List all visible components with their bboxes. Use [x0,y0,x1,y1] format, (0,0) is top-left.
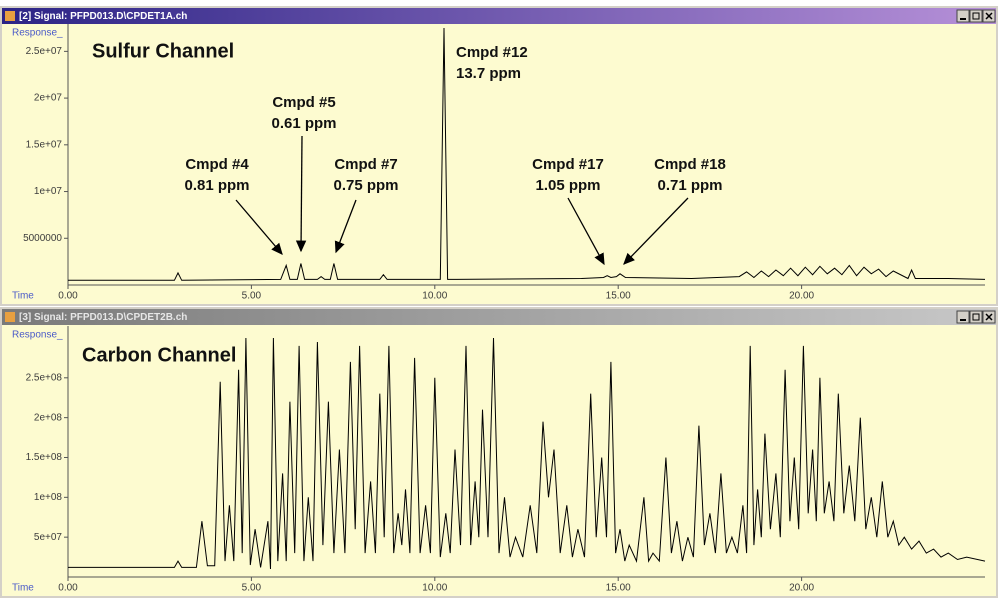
y-tick-label: 1e+07 [34,186,63,197]
x-tick-label: 0.00 [58,291,78,302]
x-tick-label: 20.00 [789,291,814,302]
window-controls [956,9,996,23]
annotation-arrows [235,135,689,266]
y-tick-label: 1.5e+07 [26,139,63,150]
y-tick-label: 1.5e+08 [26,452,63,463]
y-axis-label: Response_ [12,28,63,39]
x-tick-label: 10.00 [422,291,447,302]
x-axis-label: Time [12,583,34,594]
x-tick-label: 5.00 [242,583,262,594]
y-tick-label: 2e+07 [34,93,63,104]
x-tick-label: 20.00 [789,583,814,594]
y-tick-label: 2e+08 [34,412,63,423]
annotation-compound: Cmpd #18 [654,156,726,173]
plot-panel [2,24,996,304]
window-controls [956,310,996,324]
x-axis-label: Time [12,291,34,302]
x-tick-label: 15.00 [606,291,631,302]
title-bar[interactable] [2,309,996,325]
x-tick-label: 15.00 [606,583,631,594]
channel-label: Sulfur Channel [92,40,234,62]
annotation-concentration: 13.7 ppm [456,65,521,82]
maximize-button[interactable] [969,9,983,23]
y-tick-label: 5e+07 [34,532,63,543]
annotation-concentration: 0.61 ppm [271,115,336,132]
minimize-button[interactable] [956,310,970,324]
annotation-concentration: 0.81 ppm [184,177,249,194]
y-tick-label: 2.5e+07 [26,46,63,57]
annotation-compound: Cmpd #4 [185,156,249,173]
annotation-concentration: 0.71 ppm [657,177,722,194]
minimize-button[interactable] [956,9,970,23]
window-title: [3] Signal: PFPD013.D\CPDET2B.ch [19,312,187,323]
x-tick-label: 0.00 [58,583,78,594]
y-tick-label: 2.5e+08 [26,372,63,383]
y-tick-label: 1e+08 [34,492,63,503]
y-tick-label: 5000000 [23,233,62,244]
y-axis-label: Response_ [12,330,63,341]
channel-label: Carbon Channel [82,344,236,366]
trace [68,27,986,281]
x-tick-label: 10.00 [422,583,447,594]
annotation-concentration: 1.05 ppm [535,177,600,194]
annotation-compound: Cmpd #12 [456,44,528,61]
annotation-compound: Cmpd #5 [272,94,335,111]
title-bar[interactable] [2,8,996,24]
window-icon [5,312,15,322]
x-tick-label: 5.00 [242,291,262,302]
annotation-compound: Cmpd #17 [532,156,604,173]
window-icon [5,11,15,21]
annotation-concentration: 0.75 ppm [333,177,398,194]
window-title: [2] Signal: PFPD013.D\CPDET1A.ch [19,11,187,22]
annotation-compound: Cmpd #7 [334,156,397,173]
trace [68,337,986,570]
maximize-button[interactable] [969,310,983,324]
